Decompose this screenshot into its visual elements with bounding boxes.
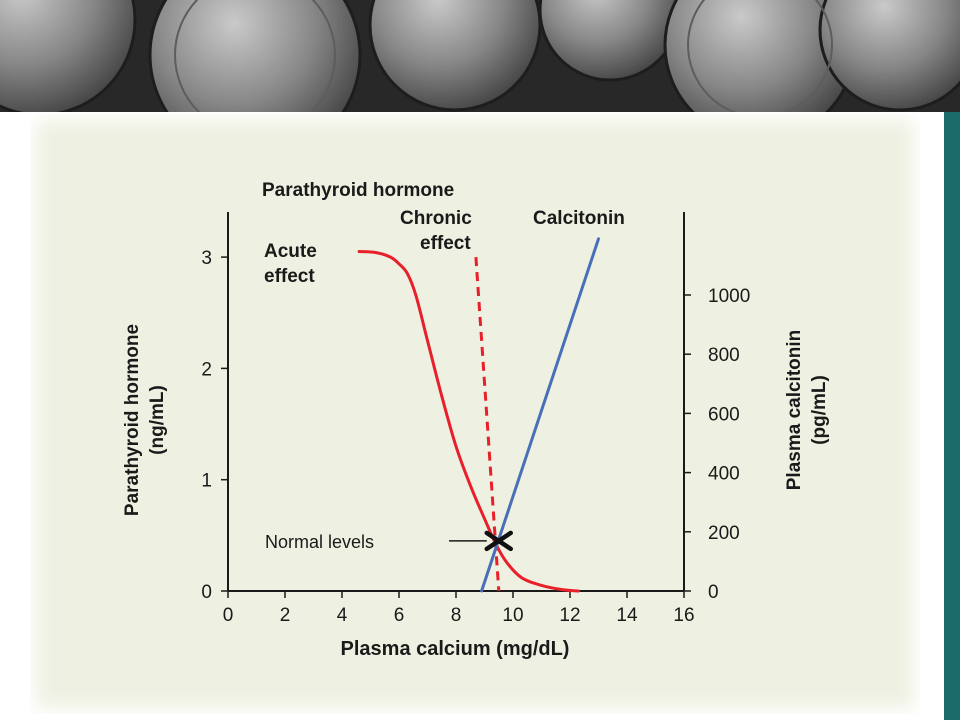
y-left-tick-label: 0 <box>201 582 212 603</box>
y-right-tick-label: 400 <box>708 464 740 485</box>
normal-levels-marker <box>484 530 513 552</box>
coins-photo <box>0 0 960 112</box>
right-axis-label-line1: Plasma calcitonin <box>784 330 805 491</box>
series-label-chronic: Chronic effect <box>400 208 472 254</box>
y-right-tick-label: 200 <box>708 523 740 544</box>
figure-frame <box>30 114 920 714</box>
series-label-calcitonin: Calcitonin <box>533 208 625 229</box>
x-tick-label: 16 <box>673 605 694 626</box>
x-tick-label: 10 <box>502 605 523 626</box>
y-left-tick-label: 1 <box>201 471 212 492</box>
left-axis-label: Parathyroid hormone (ng/mL) <box>122 324 168 516</box>
x-tick-label: 8 <box>451 605 462 626</box>
x-tick-label: 6 <box>394 605 405 626</box>
slide-accent-bar <box>944 112 960 720</box>
series-line-chronic <box>474 256 501 592</box>
y-right-tick-label: 800 <box>708 345 740 366</box>
series-line-acute <box>357 250 580 593</box>
x-tick-label: 14 <box>616 605 638 626</box>
series-label-chronic-line2: effect <box>420 233 471 254</box>
series-label-acute-line1: Acute <box>264 241 317 262</box>
coins-photo-banner <box>0 0 960 112</box>
series-label-chronic-line1: Chronic <box>400 208 472 229</box>
left-axis-label-line1: Parathyroid hormone <box>122 324 143 516</box>
y-right-tick-label: 1000 <box>708 286 750 307</box>
y-right-tick-label: 600 <box>708 404 740 425</box>
x-tick-label: 12 <box>559 605 580 626</box>
series-label-acute: Acute effect <box>264 241 317 287</box>
series-line-calcitonin <box>480 237 600 593</box>
x-tick-label: 4 <box>337 605 348 626</box>
y-left-tick-label: 3 <box>201 248 212 269</box>
x-axis-label: Plasma calcium (mg/dL) <box>341 638 570 660</box>
left-axis-label-line2: (ng/mL) <box>147 385 168 455</box>
chart-title: Parathyroid hormone <box>262 180 454 201</box>
right-axis-label-line2: (pg/mL) <box>809 375 830 445</box>
x-tick-label: 2 <box>280 605 291 626</box>
chart-marks <box>357 237 600 593</box>
right-axis-label: Plasma calcitonin (pg/mL) <box>784 330 830 491</box>
y-left-tick-label: 2 <box>201 359 212 380</box>
normal-levels-annotation: Normal levels <box>265 532 487 552</box>
x-tick-label: 0 <box>223 605 234 626</box>
y-right-tick-label: 0 <box>708 582 719 603</box>
marker-stroke <box>484 530 513 552</box>
normal-levels-label: Normal levels <box>265 532 374 552</box>
series-label-acute-line2: effect <box>264 266 315 287</box>
